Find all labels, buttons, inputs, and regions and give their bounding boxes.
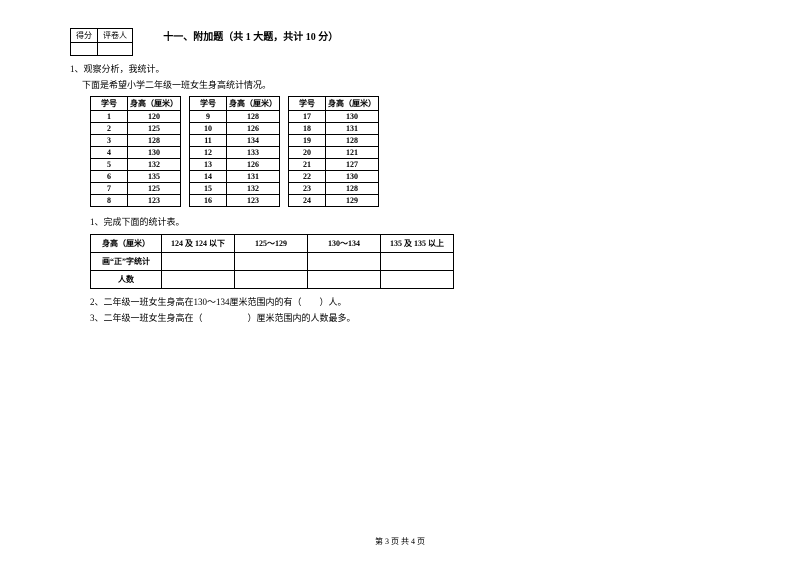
th-height: 身高（厘米） [227,97,280,111]
stat-cell [235,271,308,289]
stat-row-label: 人数 [91,271,162,289]
height-data-table: 学号 身高（厘米） 学号 身高（厘米） 学号 身高（厘米） 1120912817… [90,96,379,207]
sub-question-1: 1、完成下面的统计表。 [90,215,730,228]
stat-col: 135 及 135 以上 [381,235,454,253]
page-footer: 第 3 页 共 4 页 [0,536,800,547]
stat-cell [162,271,235,289]
stat-table: 身高（厘米） 124 及 124 以下 125～129 130～134 135 … [90,234,454,289]
grader-cell [98,43,133,56]
stat-row-label: 画“正”字统计 [91,253,162,271]
sub-question-2: 2、二年级一班女生身高在130～134厘米范围内的有（ ）人。 [90,295,730,308]
th-id: 学号 [91,97,128,111]
stat-col: 124 及 124 以下 [162,235,235,253]
stat-cell [381,271,454,289]
score-cell [71,43,98,56]
section-title: 十一、附加题（共 1 大题，共计 10 分） [163,28,338,43]
stat-cell [308,271,381,289]
stat-col: 125～129 [235,235,308,253]
th-id: 学号 [190,97,227,111]
stat-cell [162,253,235,271]
th-id: 学号 [289,97,326,111]
score-label: 得分 [71,29,98,43]
stat-cell [308,253,381,271]
stat-row-label: 身高（厘米） [91,235,162,253]
grader-label: 评卷人 [98,29,133,43]
stat-cell [235,253,308,271]
stat-col: 130～134 [308,235,381,253]
th-height: 身高（厘米） [326,97,379,111]
th-height: 身高（厘米） [128,97,181,111]
score-box: 得分 评卷人 [70,28,133,56]
question-sub: 下面是希望小学二年级一班女生身高统计情况。 [82,78,730,91]
stat-cell [381,253,454,271]
question-intro: 1、观察分析，我统计。 [70,62,730,75]
sub-question-3: 3、二年级一班女生身高在（ ）厘米范围内的人数最多。 [90,311,730,324]
